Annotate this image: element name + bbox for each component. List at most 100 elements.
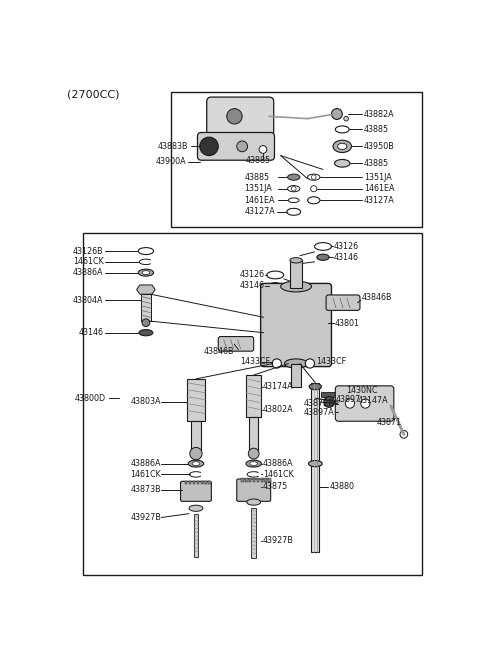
Text: 43880: 43880 xyxy=(329,482,354,491)
Circle shape xyxy=(312,175,316,179)
Text: 43800D: 43800D xyxy=(75,394,106,403)
Text: 1351JA: 1351JA xyxy=(364,173,392,181)
Circle shape xyxy=(332,109,342,119)
Bar xyxy=(252,508,256,558)
Ellipse shape xyxy=(285,359,308,368)
Circle shape xyxy=(311,185,317,192)
Ellipse shape xyxy=(308,460,322,466)
Ellipse shape xyxy=(250,462,258,466)
Bar xyxy=(83,233,421,575)
Bar xyxy=(191,421,201,452)
Text: 43885: 43885 xyxy=(364,125,389,134)
Circle shape xyxy=(291,187,296,191)
Text: 43127A: 43127A xyxy=(364,196,395,205)
Circle shape xyxy=(324,397,335,407)
Text: 1433CF: 1433CF xyxy=(316,358,346,366)
Bar xyxy=(204,481,207,485)
Circle shape xyxy=(305,359,314,368)
Bar xyxy=(241,478,244,482)
Ellipse shape xyxy=(247,499,261,505)
Bar xyxy=(208,481,211,485)
Text: 43927B: 43927B xyxy=(263,536,294,545)
FancyBboxPatch shape xyxy=(197,132,275,160)
Circle shape xyxy=(237,141,248,152)
Text: 43146: 43146 xyxy=(79,328,104,337)
Text: 43886A: 43886A xyxy=(131,459,161,468)
Ellipse shape xyxy=(138,248,154,255)
Ellipse shape xyxy=(192,462,200,466)
FancyBboxPatch shape xyxy=(207,97,274,136)
Bar xyxy=(187,379,205,421)
Ellipse shape xyxy=(188,460,204,467)
Ellipse shape xyxy=(314,242,332,250)
Text: 43126: 43126 xyxy=(240,271,264,280)
Bar xyxy=(261,478,263,482)
Ellipse shape xyxy=(288,185,300,192)
Bar xyxy=(246,375,262,417)
Text: 43802A: 43802A xyxy=(263,405,294,414)
Bar xyxy=(245,478,248,482)
Bar xyxy=(193,481,195,485)
FancyBboxPatch shape xyxy=(261,284,332,367)
Ellipse shape xyxy=(267,271,284,279)
Ellipse shape xyxy=(281,281,312,292)
Bar xyxy=(257,478,259,482)
Text: 43927B: 43927B xyxy=(131,513,161,522)
Text: 43147A: 43147A xyxy=(358,396,388,405)
Text: 43846B: 43846B xyxy=(204,347,234,356)
Text: 43886A: 43886A xyxy=(73,268,104,277)
Text: 43803A: 43803A xyxy=(131,398,161,407)
Ellipse shape xyxy=(317,254,329,260)
Ellipse shape xyxy=(139,329,153,336)
Circle shape xyxy=(345,399,355,408)
Ellipse shape xyxy=(269,283,281,289)
Text: 43871: 43871 xyxy=(377,419,402,427)
Ellipse shape xyxy=(335,159,350,167)
Ellipse shape xyxy=(337,143,347,149)
Text: 43126: 43126 xyxy=(334,242,359,251)
Text: 1351JA: 1351JA xyxy=(244,184,272,193)
Text: 1433CF: 1433CF xyxy=(240,358,271,366)
Ellipse shape xyxy=(288,198,299,202)
Text: 43897: 43897 xyxy=(336,395,360,404)
Ellipse shape xyxy=(308,174,320,180)
Ellipse shape xyxy=(246,460,262,467)
Bar xyxy=(197,481,199,485)
Bar xyxy=(253,478,255,482)
Bar xyxy=(291,364,301,386)
Ellipse shape xyxy=(336,126,349,133)
Text: 43126B: 43126B xyxy=(73,246,104,255)
Text: 43885: 43885 xyxy=(244,173,270,181)
Text: 1461EA: 1461EA xyxy=(364,184,394,193)
Text: 43846B: 43846B xyxy=(361,293,392,302)
Circle shape xyxy=(272,359,281,368)
Polygon shape xyxy=(137,285,155,294)
Bar xyxy=(249,417,258,452)
Text: 43883B: 43883B xyxy=(158,142,188,151)
Bar xyxy=(193,514,198,557)
Text: 43146: 43146 xyxy=(334,253,359,262)
FancyBboxPatch shape xyxy=(336,386,394,421)
Bar xyxy=(170,92,421,227)
Ellipse shape xyxy=(333,140,351,153)
Text: 1461CK: 1461CK xyxy=(263,470,294,479)
FancyBboxPatch shape xyxy=(218,337,254,351)
Text: (2700CC): (2700CC) xyxy=(67,89,120,100)
Ellipse shape xyxy=(139,259,153,265)
Text: 43885: 43885 xyxy=(364,159,389,168)
Bar xyxy=(322,392,345,397)
Ellipse shape xyxy=(288,174,300,180)
Text: 43127A: 43127A xyxy=(244,208,275,216)
Circle shape xyxy=(248,448,259,459)
Bar xyxy=(249,478,252,482)
Circle shape xyxy=(259,145,267,153)
Bar xyxy=(201,481,203,485)
FancyBboxPatch shape xyxy=(180,481,211,501)
Ellipse shape xyxy=(308,196,320,204)
Text: 43801: 43801 xyxy=(335,319,360,328)
Text: 1461EA: 1461EA xyxy=(244,196,275,205)
Circle shape xyxy=(142,319,150,327)
Ellipse shape xyxy=(309,384,322,390)
Ellipse shape xyxy=(138,269,154,276)
Text: 1461CK: 1461CK xyxy=(131,470,161,479)
